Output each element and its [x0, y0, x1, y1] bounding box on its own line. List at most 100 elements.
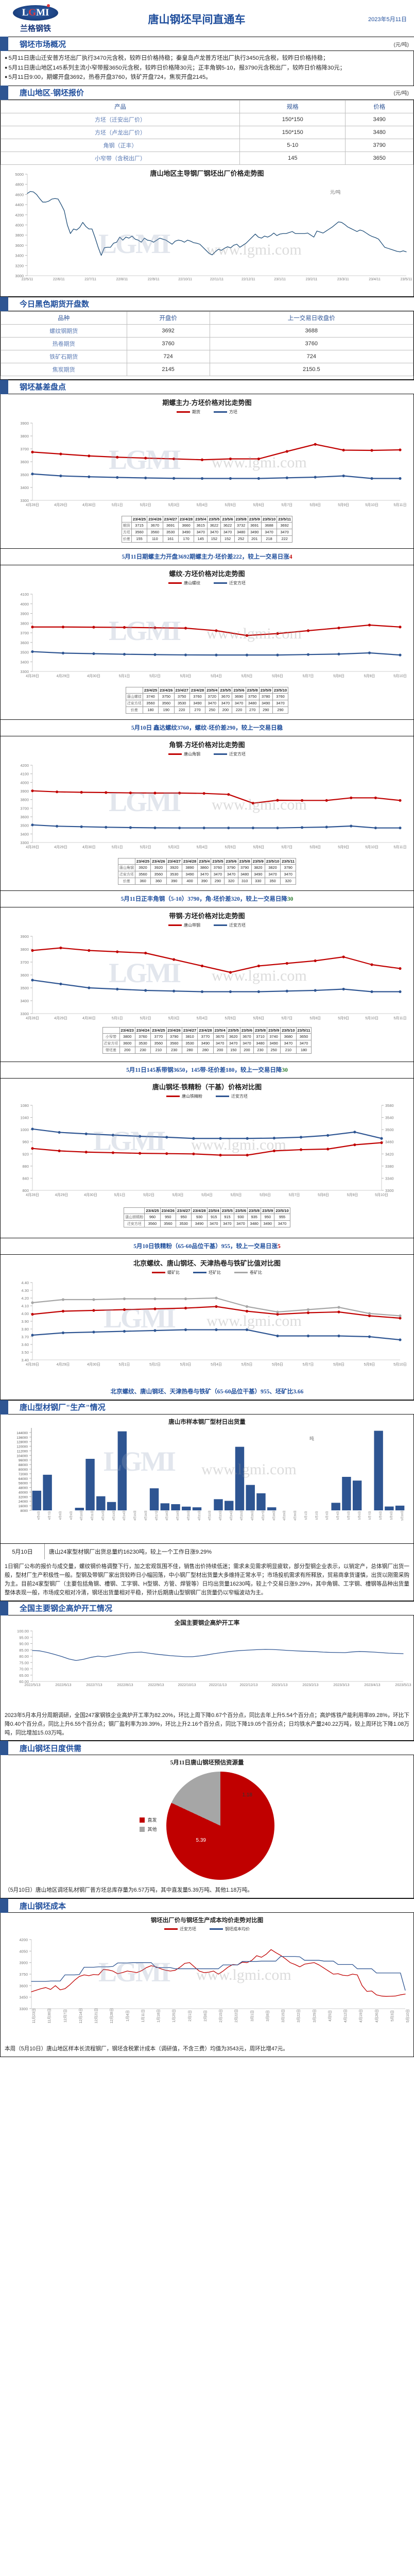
row-label: 迁安方坯 [124, 1220, 145, 1227]
cell-price: 3650 [345, 151, 413, 165]
date-header: 23/5/5 [226, 1026, 240, 1034]
x-axis-label: 4月27日 [262, 1510, 265, 1521]
x-axis-label: 4月18日 [166, 1510, 169, 1521]
svg-text:3700: 3700 [20, 960, 29, 965]
cell-value: 360 [150, 877, 167, 885]
cell-value: 3732 [234, 521, 248, 529]
cell-value: 3530 [181, 1039, 198, 1047]
x-axis-label: 5月10日 [401, 1510, 404, 1521]
legend-label: 坯矿比 [209, 1270, 221, 1275]
cell-value: 3920 [166, 864, 182, 871]
section-tab-icon [0, 1741, 8, 1756]
cell-value: 270 [189, 706, 206, 714]
cell-value: 3490 [251, 870, 265, 878]
legend-item: 迁安方坯 [214, 751, 246, 757]
section-title: 唐山钢坯日度供需 [20, 1744, 82, 1753]
cell-value: 915 [206, 1213, 221, 1221]
svg-text:96000: 96000 [19, 1459, 28, 1462]
x-axis-label: 5月5日 [225, 503, 236, 507]
x-axis-label: 5月9日 [338, 845, 350, 849]
chart-title: 带钢-方坯价格对比走势图 [169, 912, 245, 920]
x-axis-label: 5月6日 [253, 845, 265, 849]
svg-text:3580: 3580 [385, 1103, 394, 1108]
table-row: 唐山铁精粉 960 950 950 930 915 915 930 935 950 955 [124, 1213, 290, 1221]
cell-value: 3600 [119, 1039, 135, 1047]
cell-value: 3470 [207, 528, 221, 536]
x-axis-label: 4月12日 [101, 1510, 105, 1521]
legend-label: 迁安方坯 [229, 580, 246, 585]
x-axis-label: 5月2日 [140, 1016, 151, 1020]
cell-value: 3810 [181, 1033, 198, 1040]
x-axis-label: 5月10日 [365, 1016, 378, 1020]
cell-value: 3790 [166, 1033, 182, 1040]
pie-chart: 5.39 1.18 [166, 1772, 274, 1880]
cell-value: 152 [220, 535, 235, 543]
row-label: 价差 [117, 877, 135, 885]
x-axis-label: 4月28日 [272, 1510, 276, 1521]
cell-value: 3740 [267, 1033, 281, 1040]
cell-value: 3560 [147, 528, 163, 536]
x-axis-label: 5月10日 [365, 845, 378, 849]
caption-futures-vs-billet: 5月11日期螺主力开盘3692期螺主力-坯价差222，较上一交易日涨4 [0, 548, 414, 565]
x-axis-label: 4月29日 [54, 1016, 67, 1020]
x-axis-label: 5月7日 [288, 1193, 300, 1197]
cell-value: 3470 [197, 870, 212, 878]
x-axis-label: 1月4日 [126, 2010, 130, 2022]
date-header: 23/4/25 [144, 1207, 161, 1214]
x-axis-label: 4月15日 [134, 1510, 137, 1521]
x-axis-label: 5月1日 [111, 845, 123, 849]
cell-value: 222 [277, 535, 293, 543]
table-row: 迁安方坯 3560 3560 3530 3490 3470 3470 3470 3480 3490… [124, 1220, 290, 1227]
cell-value: 290 [258, 706, 273, 714]
section-title: 唐山地区-钢坯报价 [20, 89, 84, 98]
x-axis-label: 4月23日 [219, 1510, 222, 1521]
caption-text: 5月11日期螺主力开盘3692期螺主力-坯价差222，较上一交易日涨 [122, 553, 289, 560]
cell-value: 3760 [211, 864, 225, 871]
svg-text:5000: 5000 [15, 172, 24, 177]
legend-item: 坯矿比 [193, 1270, 221, 1275]
cell-value: 3560 [134, 870, 151, 878]
cell-spec: 5-10 [239, 138, 346, 152]
chart-legend: 期货 方坯 [1, 407, 413, 416]
x-axis-label: 22/10/11 [178, 277, 193, 281]
svg-text:88000: 88000 [19, 1463, 28, 1467]
x-axis-label: 4月29日 [56, 1362, 70, 1367]
cell-value: 252 [234, 535, 248, 543]
x-axis-label: 5月7日 [281, 503, 293, 507]
cell-value: 3692 [277, 521, 293, 529]
cell-value: 3670 [147, 521, 163, 529]
table-row: 带坯差 200 230 210 230 280 280 200 150 200 230 250 210 1… [102, 1046, 312, 1054]
x-axis-label: 5月3日 [168, 503, 180, 507]
chart-title: 钢坯出厂价与钢坯生产成本均价走势对比图 [150, 1917, 264, 1924]
date-header: 23/5/5 [207, 515, 221, 523]
chart-plot-area: 3.40 3.50 3.60 3.70 3.80 3.90 4.00 4.10 4.20 4.30… [21, 1281, 406, 1367]
x-axis-label: 5月9日 [338, 503, 350, 507]
cell-value: 3470 [224, 870, 238, 878]
chart-legend: 迁安方坯 钢坯成本均价 [1, 1924, 413, 1933]
chart-cost: 钢坯出厂价与钢坯生产成本均价走势对比图 迁安方坯 钢坯成本均价 3300 3450… [0, 1913, 414, 2042]
svg-text:80000: 80000 [19, 1468, 28, 1472]
bullet-item: 5月11日唐山迁安普方坯出厂执行3470元含税，较昨日价格持稳；秦皇岛卢龙普方坯… [5, 54, 409, 63]
section-tab-icon [0, 1601, 8, 1615]
lgmi-logo: LGMI 兰格钢铁 [7, 4, 64, 33]
table-row: 热卷期货 3760 3760 [1, 336, 414, 350]
futures-table: 品种 开盘价 上一交易日收盘价 螺纹钢期货 3692 3688 热卷期货 3760 37… [1, 311, 414, 376]
cell-value: 3780 [258, 693, 273, 700]
bullet-item: 5月11日唐山地区145系列主流小窄带报3650元含税，较昨日价格降30元；正丰… [5, 63, 409, 73]
cell-value: 290 [211, 877, 225, 885]
cell-value: 3790 [280, 864, 297, 871]
cell-value: 230 [166, 1046, 182, 1054]
legend-marker-icon [216, 1095, 229, 1097]
x-axis-label: 4月7日 [48, 1511, 52, 1520]
legend-label: 卷矿比 [250, 1270, 262, 1275]
svg-text:4.10: 4.10 [21, 1304, 29, 1308]
cell-value: 3480 [237, 870, 252, 878]
x-axis-label: 5月6日 [253, 1016, 265, 1020]
x-axis-label: 5月1日 [111, 503, 123, 507]
cell-value: 3670 [218, 693, 233, 700]
caption-text: 5月11日正丰角钢（5-10）3790，角-坯价差320，较上一交易日降 [120, 896, 287, 902]
legend-marker-icon [214, 924, 227, 926]
report-page: LGMI 兰格钢铁 唐山钢坯早间直通车 2023年5月11日 钢坯市场概况 (元… [0, 0, 414, 2057]
cell-value: 3770 [150, 1033, 167, 1040]
section-title: 钢坯市场概况 [20, 40, 66, 49]
